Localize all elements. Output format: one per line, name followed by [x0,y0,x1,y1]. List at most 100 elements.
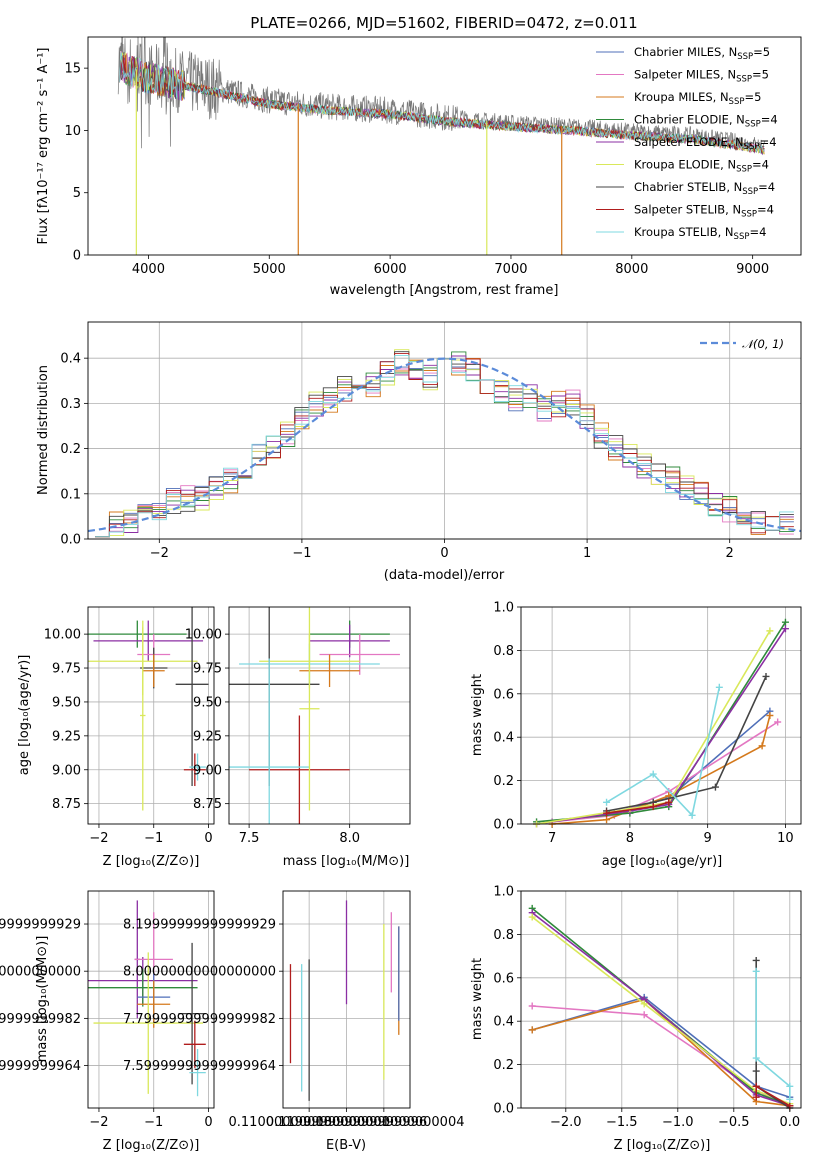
residuals-xlabel: (data-model)/error [384,568,505,583]
age_vs_Z-xtick-label: −2 [89,831,108,846]
spectrum-ytick-label: 5 [73,186,81,201]
mass_weight_vs_age-ytick-label: 0.4 [493,731,514,746]
mass_weight_vs_Z-series-line [532,1005,791,1107]
spectrum-frame [87,36,802,256]
spectrum-xtick-label: 8000 [615,262,648,277]
mass_vs_Z-xtick-label: 0 [204,1115,212,1130]
residuals-xtick-label: 0 [440,546,448,561]
spectrum-model-line [119,52,765,154]
mass_weight_vs_Z-point-marker [752,967,760,975]
mass_weight_vs_age-ytick-label: 0.0 [493,818,514,833]
spectrum-xlabel: wavelength [Angstrom, rest frame] [330,283,559,298]
residuals-frame [87,321,802,540]
mass_weight_vs_Z-ytick-label: 0.8 [493,928,514,943]
mass_weight_vs_age-xtick-label: 9 [704,831,712,846]
mass_weight_vs_age-series-line [552,721,779,823]
age_vs_Z-frame [87,606,215,825]
age_vs_Z-ytick-label: 9.75 [52,662,81,677]
mass_vs_Z-ytick-label: 8.00000000000000000 [0,965,81,980]
mass_weight_vs_age-series-line [536,630,771,824]
residuals-ytick-label: 0.2 [60,442,81,457]
mass_weight_vs_age-ytick-label: 0.6 [493,687,514,702]
residuals-xtick-label: 2 [726,546,734,561]
mass_weight_vs_Z-series-line [755,971,791,1100]
mass_weight_vs_age-point-marker [781,625,789,633]
mass_weight_vs_age-point-marker [649,770,657,778]
mass-vs-Z-ylabel: mass [log₁₀(M/M⊙)] [35,936,50,1063]
mass_weight_vs_Z-xtick-label: 0.0 [779,1115,800,1130]
residuals-ytick-label: 0.4 [60,352,81,367]
mass_weight_vs_age-xtick-label: 8 [626,831,634,846]
mass-vs-ebv-xlabel: E(B-V) [326,1138,366,1153]
mass_vs_Z-xtick-label: −2 [89,1115,108,1130]
mass_weight_vs_Z-ytick-label: 0.4 [493,1015,514,1030]
mass_weight_vs_age-point-marker [766,627,774,635]
mass_vs_Z-xtick-label: −1 [144,1115,163,1130]
mass_weight_vs_age-point-marker [603,809,611,817]
mass_vs_Z-ytick-label: 8.19999999999999929 [0,918,81,933]
residuals-ytick-label: 0.0 [60,533,81,548]
mass_weight_vs_age-point-marker [766,712,774,719]
age_vs_Z-axes: −2 −1 0 8.75 9.00 9.25 9.50 9.75 10.00 [44,607,214,846]
mass_weight_vs_age-point-marker [715,683,723,691]
spectrum-legend-label: Salpeter MILES, NSSP=5 [634,68,769,85]
spectrum-legend-label: Kroupa STELIB, NSSP=4 [634,225,766,242]
mass_weight_vs_age-ytick-label: 0.8 [493,644,514,659]
mass_vs_ebv-ytick-label: 8.19999999999999929 [123,918,276,933]
residuals-xtick-label: 1 [583,546,591,561]
age_vs_mass-ytick-label: 9.50 [193,695,222,710]
mass_weight_vs_Z-xtick-label: −1.0 [662,1115,694,1130]
age_vs_mass-ytick-label: 9.75 [193,662,222,677]
mass_weight_vs_Z-point-marker [640,1011,648,1019]
mass_weight_vs_age-series-line [606,676,767,812]
spectrum-xtick-label: 9000 [736,262,769,277]
mass_weight_vs_Z-series-line [531,996,791,1098]
mass_weight_vs_age-ytick-label: 1.0 [493,601,514,616]
spectrum-xtick-label: 5000 [253,262,286,277]
spectrum-legend-label: Chabrier STELIB, NSSP=4 [634,180,775,197]
residuals-ylabel: Normed distribution [36,365,51,495]
mass_weight_vs_age-point-marker [762,672,770,680]
mass_weight_vs_Z-point-marker [752,956,760,964]
age_vs_Z-ytick-label: 9.00 [52,763,81,778]
age_vs_mass-ytick-label: 10.00 [185,628,222,643]
gaussian-legend-label: 𝒩(0, 1) [742,337,784,351]
mass_weight_vs_Z-point-marker [752,1067,760,1075]
mass_weight_vs_Z-point-marker [752,1082,760,1090]
mass_vs_ebv-ytick-label: 8.00000000000000000 [123,965,276,980]
age_vs_mass-ytick-label: 8.75 [193,797,222,812]
age_vs_mass-ytick-label: 9.25 [193,729,222,744]
spectrum-ylabel: Flux [fλ10⁻¹⁷ erg cm⁻² s⁻¹ A⁻¹] [36,48,51,245]
mass_weight_vs_Z-series-line [531,998,790,1107]
mass_weight_vs_age-ytick-label: 0.2 [493,774,514,789]
spectrum-ytick-label: 10 [64,124,81,139]
age_vs_Z-xtick-label: −1 [144,831,163,846]
mass_vs_Z-frame [87,890,215,1109]
residuals-xtick-label: −2 [150,546,169,561]
age_vs_mass-xtick-label: 8.0 [339,831,360,846]
spectrum-xtick-label: 4000 [132,262,165,277]
mass_weight_vs_Z-point-marker [528,1002,536,1010]
mass_weight_vs_Z-point-marker [640,1000,648,1008]
mass_vs_Z-ytick-label: 7.59999999999999964 [0,1059,81,1074]
mw-Z-ylabel: mass weight [470,958,485,1040]
spectrum-xtick-label: 6000 [374,262,407,277]
mass_weight_vs_Z-xtick-label: −2.0 [550,1115,582,1130]
residuals-ytick-label: 0.3 [60,397,81,412]
mass_vs_ebv-ytick-label: 7.79999999999999982 [123,1012,276,1027]
age-vs-Z-ylabel: age [log₁₀(age/yr)] [17,655,32,776]
mass-vs-Z-xlabel: Z [log₁₀(Z/Z⊙)] [103,1138,200,1153]
mw-age-ylabel: mass weight [470,674,485,756]
mass_weight_vs_age-series-line [606,687,721,817]
mass_weight_vs_Z-xtick-label: −1.5 [606,1115,638,1130]
mass_weight_vs_age-point-marker [603,798,611,806]
residuals-xtick-label: −1 [292,546,311,561]
spectrum-legend-label: Chabrier ELODIE, NSSP=4 [634,113,778,130]
mass_weight_vs_Z-ytick-label: 1.0 [493,885,514,900]
mass_weight_vs_age-xtick-label: 7 [548,831,556,846]
spectrum-legend-label: Kroupa ELODIE, NSSP=4 [634,158,769,175]
mass_vs_ebv-xtick-label: 0.130000000000000004 [303,1115,464,1130]
mass_weight_vs_Z-point-marker [786,1095,794,1103]
mass_weight_vs_age-xtick-label: 10 [777,831,794,846]
